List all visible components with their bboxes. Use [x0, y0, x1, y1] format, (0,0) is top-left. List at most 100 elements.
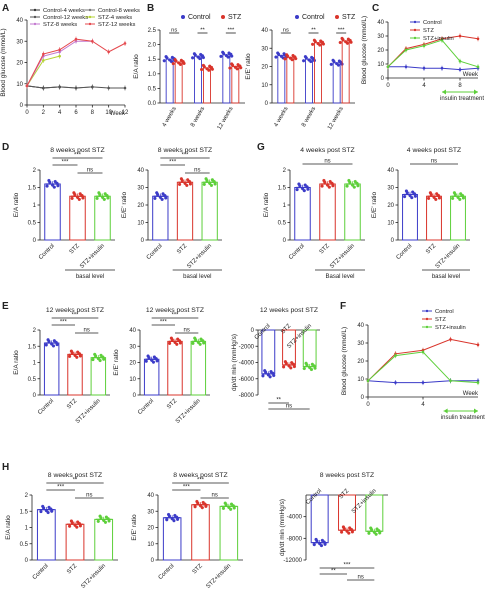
panel-e-1-data-point	[51, 344, 56, 348]
panel-b-1-y-tick-label: 0.5	[148, 86, 157, 92]
panel-d-2-data-point	[183, 181, 187, 185]
panel-c-annotation: insulin treatment	[440, 96, 484, 102]
panel-b-2-bar	[341, 40, 350, 104]
panel-d-2-data-point	[153, 196, 157, 200]
panel-b-2-data-point	[336, 63, 341, 67]
panel-e-3-data-point	[271, 371, 275, 375]
panel-c-y-tick-label: 20	[377, 48, 384, 54]
panel-d-1-title: 8 weeks post STZ	[50, 147, 104, 154]
panel-d-2-bar	[152, 195, 169, 241]
panel-h-2-data-point	[165, 518, 169, 522]
panel-e-2-bar	[143, 358, 160, 396]
panel-b-legend-marker	[221, 15, 225, 19]
panel-b-1-data-point	[219, 54, 223, 58]
panel-b-1-data-point	[181, 60, 185, 64]
panel-h-1-data-point	[41, 504, 45, 508]
panel-b-1-bar	[222, 54, 231, 104]
panel-c-series-line	[388, 66, 479, 71]
panel-h-1-data-point	[67, 524, 72, 528]
panel-h-1-title: 8 weeks post STZ	[48, 472, 102, 479]
panel-g-2-data-point	[436, 193, 441, 198]
panel-e-3-bar	[261, 329, 276, 375]
panel-h-1-y-tick-label: 0	[25, 558, 29, 564]
panel-h-2-y-tick-label: 30	[147, 509, 154, 515]
panel-b-2-data-point	[290, 58, 294, 62]
panel-b-1-sig-label: **	[200, 28, 205, 34]
panel-h-1-data-point	[103, 520, 108, 524]
panel-e-2-data-point	[201, 339, 205, 343]
panel-a-legend-label: STZ-4 weeks	[98, 15, 132, 21]
panel-d-1-bar	[69, 195, 86, 241]
panel-e-2-bar	[167, 340, 183, 396]
panel-b-1-data-point	[192, 52, 196, 56]
panel-f-y-tick-label: 20	[357, 359, 364, 365]
panel-h-1-data-point	[39, 509, 43, 514]
panel-g-1-bar	[294, 187, 311, 241]
panel-g-2-data-point	[410, 196, 414, 200]
panel-h-1-data-point	[44, 509, 48, 513]
panel-d-1-data-point	[95, 196, 99, 200]
panel-d-1-sig-label: ns	[87, 168, 93, 174]
panel-e-3-y-tick-label: -6000	[239, 377, 255, 383]
panel-d-1-data-point	[105, 193, 109, 198]
panel-h-1-data-point	[69, 519, 73, 523]
panel-h-3-y-tick-label: -4000	[287, 515, 303, 521]
panel-b-2-data-point	[274, 55, 278, 59]
panel-label-b: B	[147, 3, 154, 14]
panel-h-3-y-axis-label: dp/dt min (mmHg/s)	[279, 499, 286, 556]
panel-a-x-tick-label: 2	[42, 110, 46, 116]
panel-b-2-y-tick-label: 40	[261, 28, 268, 34]
panel-e-1-sig-label: ***	[71, 313, 79, 319]
panel-e-1-data-point	[67, 354, 72, 358]
panel-f-x-tick-label: 0	[366, 402, 370, 408]
panel-d-2-data-point	[158, 195, 162, 199]
panel-c-legend-label: STZ	[423, 28, 434, 34]
panel-b-2-data-point	[312, 38, 316, 42]
panel-b-2-bar	[332, 62, 341, 104]
panel-g-1-data-point	[327, 185, 331, 189]
panel-e-1-y-tick-label: 1.5	[28, 344, 37, 350]
panel-d-1-data-point	[52, 185, 56, 189]
panel-c-legend-marker	[413, 20, 417, 24]
panel-f-legend-marker	[425, 325, 429, 329]
panel-e-3-data-point	[302, 366, 306, 371]
panel-d-1-y-tick-label: 1.5	[28, 186, 37, 192]
panel-d-1-data-point	[50, 183, 55, 187]
panel-h-1-category-label: STZ	[66, 563, 78, 575]
panel-f-annotation: insulin treatment	[441, 415, 485, 421]
panel-e-1-data-point	[91, 357, 95, 362]
panel-d-1-basal-label: basal level	[76, 274, 104, 280]
panel-b-2-sig-label: ns	[283, 28, 289, 34]
panel-e-2-data-point	[191, 341, 195, 345]
panel-b-2-data-point	[331, 58, 335, 62]
panel-a-y-axis-label: Blood glucose (mmol/L)	[0, 28, 7, 96]
panel-e-1-data-point	[54, 340, 58, 344]
panel-e-2-sig-label: ***	[171, 313, 179, 319]
panel-h-1-bar	[94, 518, 114, 561]
panel-g-1-sig-label: ns	[324, 159, 330, 165]
panel-b-1-data-point	[198, 56, 202, 61]
panel-b-1-y-tick-label: 2.0	[148, 43, 157, 49]
panel-b-2-sig-label: ***	[338, 28, 346, 34]
panel-b-2-data-point	[345, 41, 350, 45]
panel-b-2-y-tick-label: 0	[265, 101, 269, 107]
panel-e-2-y-tick-label: 30	[129, 344, 136, 350]
panel-h-3-y-tick-label: -12000	[283, 558, 302, 564]
panel-h-2-data-point	[221, 506, 226, 510]
panel-h-2-data-point	[203, 502, 207, 506]
panel-e-1-data-point	[44, 343, 48, 347]
panel-b-2-category-label: 12 weeks	[327, 106, 345, 131]
panel-h-3-data-point	[367, 531, 371, 535]
panel-h-1-bar	[65, 523, 85, 561]
panel-b-1-data-point	[191, 56, 195, 60]
panel-h-2-data-point	[227, 505, 231, 509]
panel-e-2-data-point	[198, 342, 202, 346]
panel-d-1-category-label: STZ+insulin	[79, 243, 106, 270]
panel-b-1-data-point	[200, 54, 205, 58]
panel-g-2-data-point	[458, 197, 462, 201]
panel-b-1-data-point	[173, 57, 177, 62]
panel-g-1-data-point	[320, 184, 324, 188]
panel-b-1-sig-label: ***	[227, 28, 235, 34]
panel-c-y-tick-label: 40	[377, 20, 384, 26]
